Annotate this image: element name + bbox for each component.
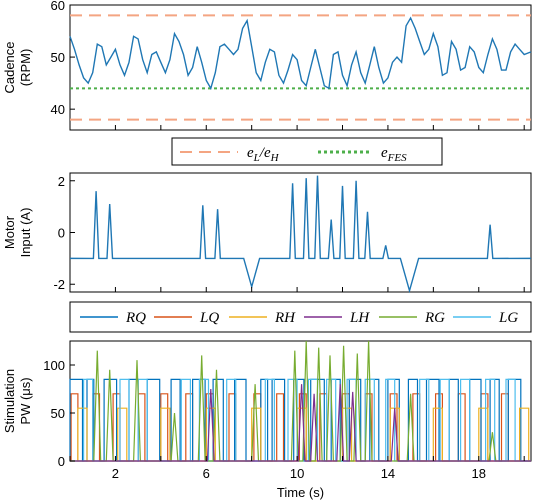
- stimulation-legend-box: [69, 301, 532, 333]
- legend-label-lg: LG: [498, 310, 518, 326]
- cadence-line: [69, 16, 532, 91]
- stimulation-ylabel-line1: Stimulation: [2, 369, 17, 433]
- motor-lines: [69, 175, 532, 294]
- ytick-label: 100: [43, 358, 65, 373]
- xtick-label: 18: [472, 466, 486, 481]
- cadence-panel: 40 50 60 Cadence (RPM): [2, 0, 532, 131]
- legend-label-rg: RG: [424, 310, 445, 326]
- legend-label-fes-e: e: [381, 145, 388, 161]
- ytick-label: 60: [51, 0, 65, 13]
- legend-label-lh: LH: [349, 310, 370, 326]
- cadence-lines: [69, 14, 532, 121]
- ytick-label: 0: [58, 454, 65, 469]
- stimulation-lines: [69, 340, 531, 462]
- legend-label-rq: RQ: [125, 310, 146, 326]
- legend-label-fes: eFES: [381, 145, 407, 164]
- xtick-label: 6: [203, 466, 210, 481]
- motor-axes-box: [69, 172, 532, 293]
- ytick-label: 50: [51, 50, 65, 65]
- legend-label-bounds-sub1: L: [253, 152, 260, 164]
- ytick-label: 2: [58, 174, 65, 189]
- stimulation-panel: 0 50 100 2 6 10 14 18 Stimulation PW (μs) Time …: [2, 340, 532, 500]
- stimulation-ticks: 0 50 100 2 6 10 14 18: [43, 358, 525, 481]
- cadence-ticks: 40 50 60: [51, 0, 525, 130]
- ytick-label: -2: [53, 277, 65, 292]
- stim-line-rh: [70, 407, 531, 462]
- xtick-label: 2: [112, 466, 119, 481]
- legend-label-bounds-e: e: [247, 145, 254, 161]
- stim-line-lh: [70, 384, 531, 462]
- stim-line-rg: [70, 340, 531, 462]
- cadence-ylabel-line2: (RPM): [18, 49, 33, 87]
- xtick-label: 10: [290, 466, 304, 481]
- legend-label-bounds-e2: /e: [259, 145, 271, 161]
- time-xlabel: Time (s): [277, 485, 324, 500]
- stimulation-ylabel-line2: PW (μs): [18, 377, 33, 424]
- stimulation-legend-items: RQ LQ RH LH RG LG: [80, 310, 518, 326]
- motor-ylabel-line2: Input (A): [18, 208, 33, 258]
- motor-line: [69, 175, 532, 294]
- xtick-label: 14: [381, 466, 395, 481]
- legend-label-lq: LQ: [199, 310, 219, 326]
- cadence-axes-box: [69, 4, 532, 131]
- stimulation-legend: RQ LQ RH LH RG LG: [69, 301, 532, 333]
- legend-label-fes-sub: FES: [387, 152, 407, 164]
- ytick-label: 0: [58, 226, 65, 241]
- ytick-label: 50: [51, 406, 65, 421]
- motor-panel: -2 0 2 Motor Input (A): [2, 172, 532, 294]
- cadence-legend-box: [171, 137, 443, 166]
- legend-label-bounds-sub2: H: [270, 152, 280, 164]
- ytick-label: 40: [51, 102, 65, 117]
- motor-ticks: -2 0 2: [53, 174, 525, 292]
- cadence-ylabel-line1: Cadence: [2, 41, 17, 93]
- motor-ylabel-line1: Motor: [2, 215, 17, 249]
- legend-label-rh: RH: [274, 310, 296, 326]
- cadence-legend: eL/eH eFES: [171, 137, 443, 166]
- legend-label-bounds: eL/eH: [247, 145, 280, 164]
